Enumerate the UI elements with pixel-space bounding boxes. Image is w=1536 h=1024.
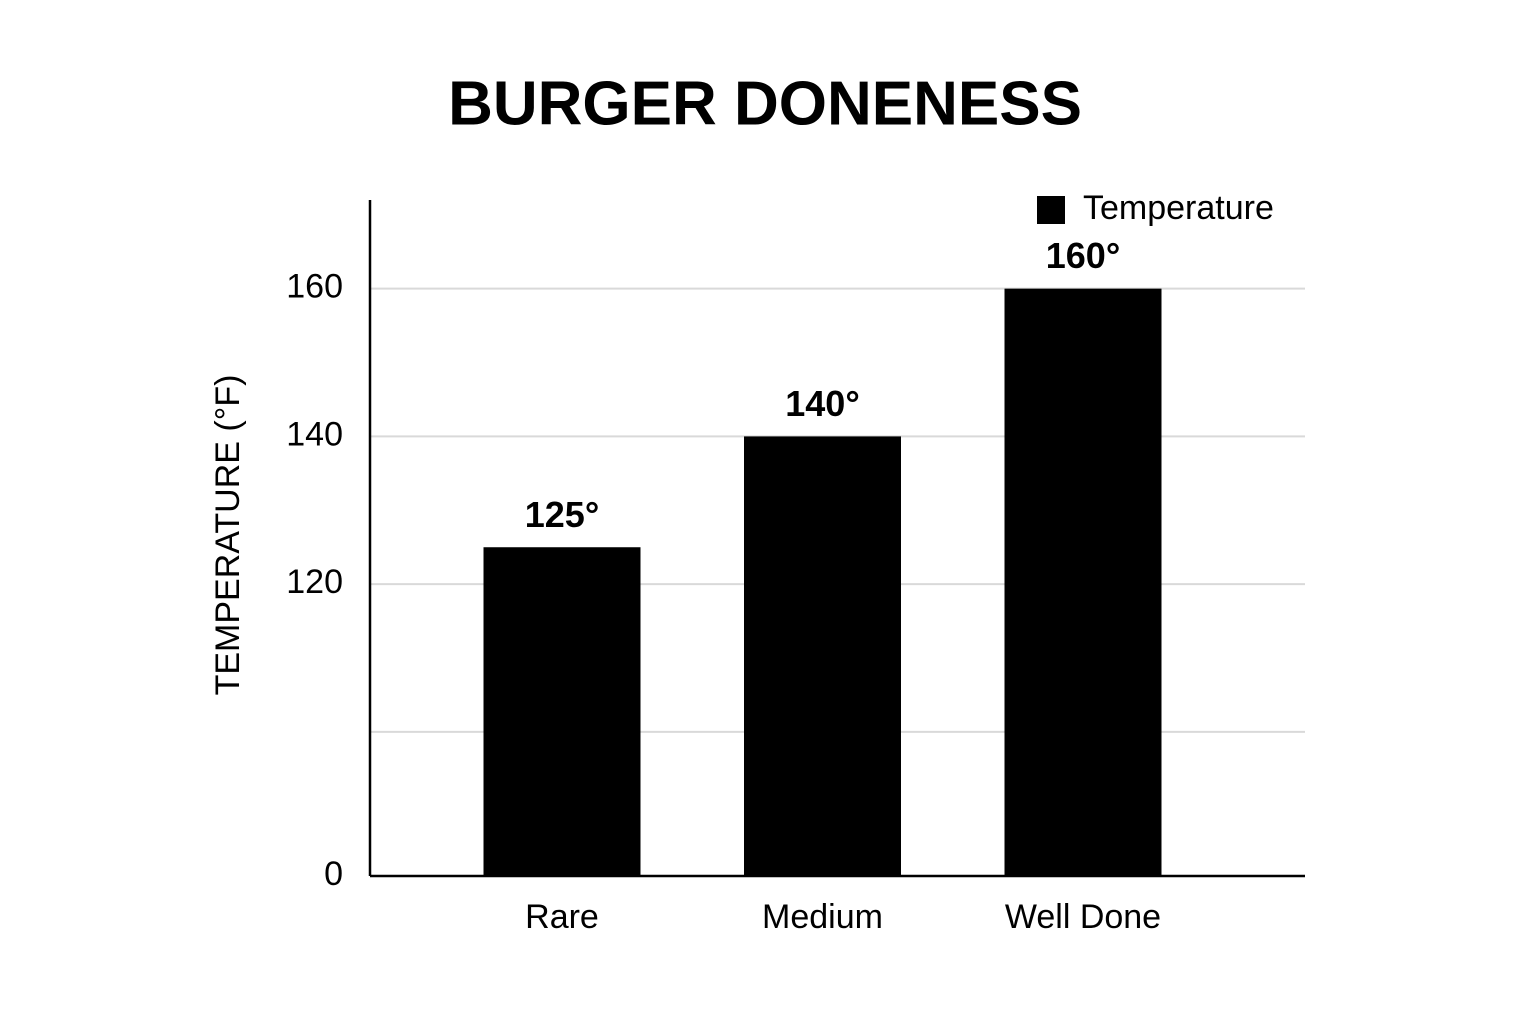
y-tick-label: 140 xyxy=(286,415,343,453)
value-label: 160° xyxy=(1046,235,1120,276)
y-axis-label: TEMPERATURE (°F) xyxy=(209,375,247,696)
x-tick-label: Rare xyxy=(525,898,599,936)
value-label: 125° xyxy=(525,494,599,535)
y-tick-label: 120 xyxy=(286,563,343,601)
legend-label: Temperature xyxy=(1083,189,1274,227)
legend-swatch xyxy=(1037,196,1065,224)
y-tick-label: 0 xyxy=(324,855,343,893)
value-label: 140° xyxy=(785,383,859,424)
chart-title: BURGER DONENESS xyxy=(448,69,1082,138)
bar xyxy=(744,436,901,876)
y-tick-label: 160 xyxy=(286,268,343,306)
bar xyxy=(1004,288,1162,876)
x-tick-label: Well Done xyxy=(1005,898,1161,936)
bar xyxy=(483,547,641,876)
x-tick-label: Medium xyxy=(762,898,883,936)
